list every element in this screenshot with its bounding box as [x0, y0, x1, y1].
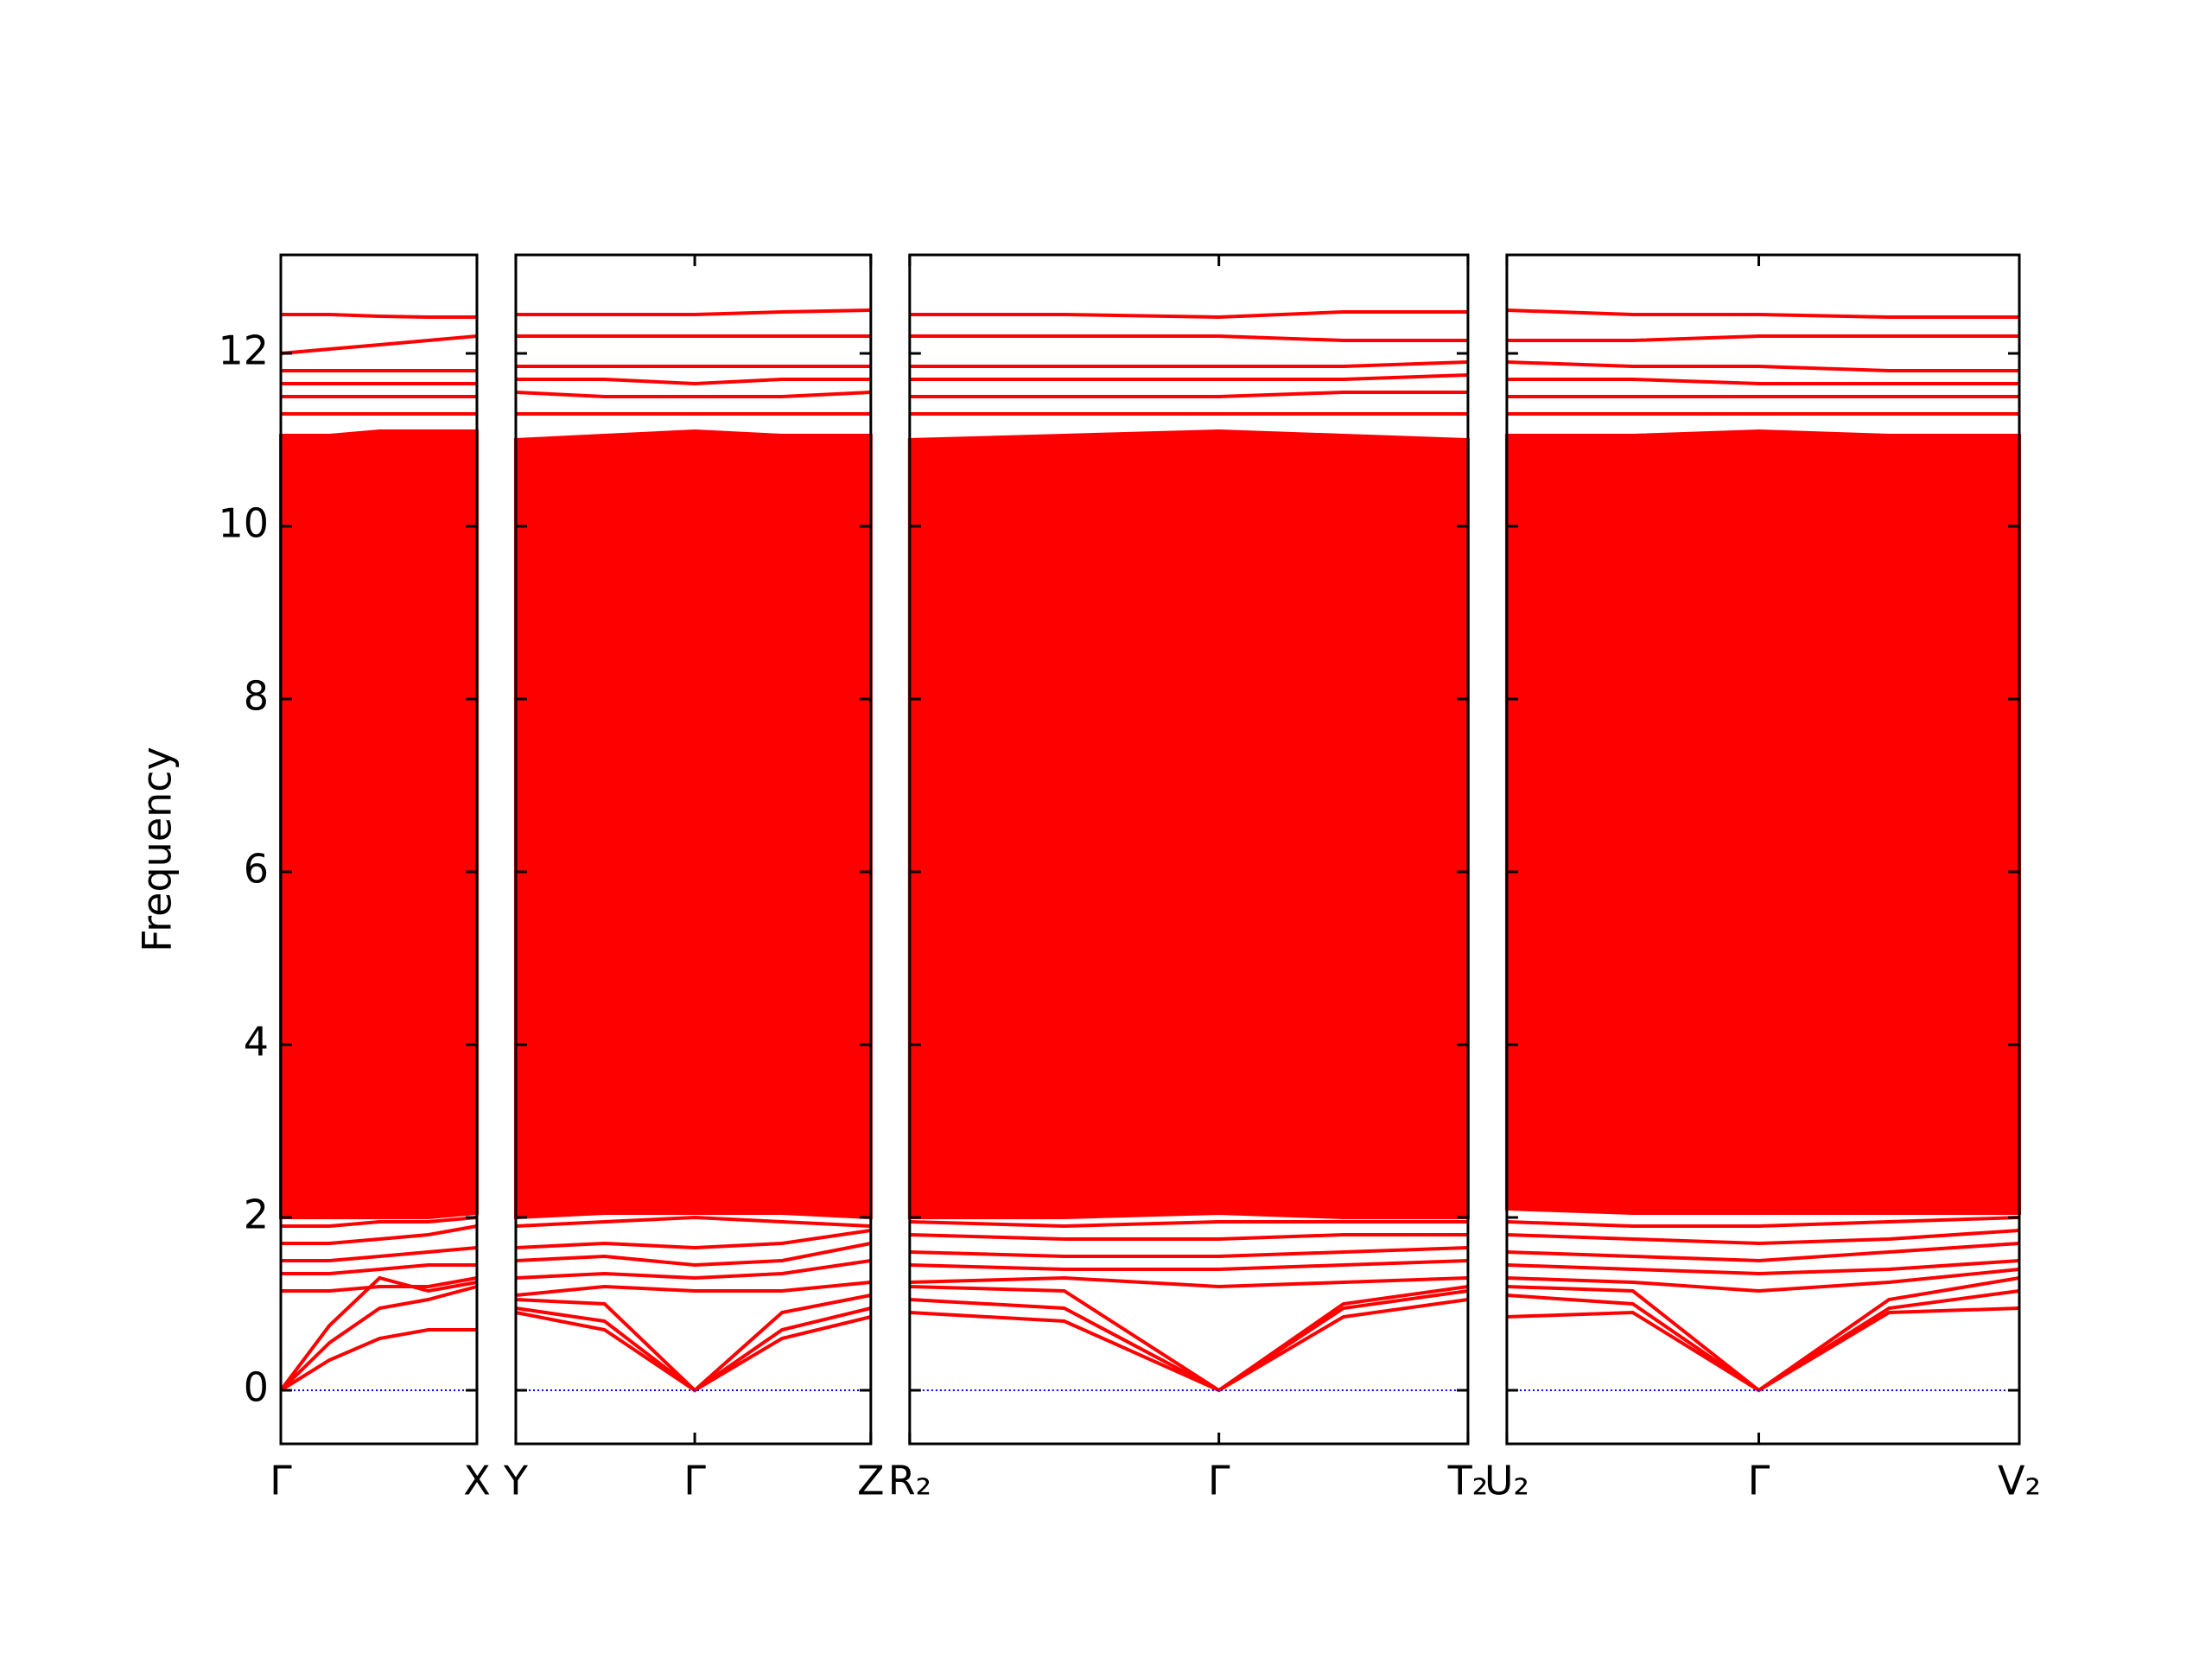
band-line	[281, 1276, 478, 1293]
band-line	[1506, 1259, 2020, 1276]
x-tick-label: T₂	[1447, 1458, 1489, 1504]
band-line	[279, 1285, 478, 1392]
x-tick-label: Y	[503, 1458, 529, 1504]
y-tick-label: 10	[218, 500, 269, 547]
band-line	[1506, 1216, 2020, 1228]
panel-frame	[279, 253, 479, 1446]
x-tick-label: Z	[857, 1458, 885, 1504]
band-line	[909, 1259, 1468, 1271]
band-line	[280, 334, 478, 355]
band-line	[909, 1220, 1468, 1229]
x-tick-label: Γ	[683, 1458, 706, 1504]
y-tick-label: 4	[244, 1019, 269, 1065]
band-line	[1506, 378, 2019, 385]
band-line	[1506, 1229, 2020, 1246]
panel-frame	[514, 253, 873, 1446]
band-line	[515, 378, 871, 386]
band-line	[1506, 1242, 2020, 1263]
band-line	[515, 1294, 872, 1393]
band-line	[515, 1215, 871, 1228]
band-line	[1506, 1276, 2020, 1393]
band-line	[281, 1216, 478, 1228]
band-line	[515, 1242, 872, 1268]
band-line	[909, 1289, 1469, 1393]
band-line	[909, 1233, 1468, 1241]
band-region	[1504, 429, 2021, 1215]
band-line	[909, 1285, 1469, 1393]
band-line	[515, 308, 871, 316]
panel-frame	[908, 253, 1470, 1446]
x-tick-label: R₂	[888, 1458, 931, 1504]
band-line	[909, 1246, 1468, 1258]
x-tick-label: Γ	[270, 1458, 292, 1504]
panel-frame	[1505, 253, 2021, 1446]
band-line	[281, 1246, 478, 1262]
band-line	[1506, 1289, 2020, 1393]
x-tick-label: Γ	[1208, 1458, 1230, 1504]
band-line	[281, 313, 477, 319]
band-line	[1506, 334, 2019, 342]
band-line	[909, 334, 1468, 342]
band-line	[281, 1263, 477, 1275]
band-line	[515, 1311, 872, 1393]
band-line	[1506, 1268, 2020, 1294]
band-line	[279, 1275, 478, 1392]
band-line	[281, 1224, 478, 1245]
band-line	[1506, 360, 2019, 372]
y-tick-label: 8	[244, 673, 269, 720]
band-line	[515, 1306, 872, 1393]
band-line	[1506, 308, 2019, 319]
band-line	[515, 1259, 872, 1281]
band-line	[909, 1275, 1468, 1289]
band-region	[513, 429, 873, 1220]
x-tick-label: Γ	[1748, 1458, 1770, 1504]
band-line	[909, 1298, 1469, 1393]
band-line	[515, 1281, 872, 1297]
x-tick-label: V₂	[1998, 1458, 2041, 1504]
band-region	[279, 429, 479, 1219]
y-tick-label: 0	[244, 1364, 269, 1411]
band-line	[1506, 1306, 2020, 1393]
band-line	[515, 1229, 872, 1250]
band-line	[909, 373, 1468, 381]
band-line	[909, 360, 1468, 368]
band-line	[909, 391, 1468, 398]
y-tick-label: 12	[218, 327, 269, 374]
band-region	[907, 429, 1470, 1219]
y-axis-label: Frequency	[134, 747, 181, 952]
band-line	[279, 1328, 477, 1392]
y-tick-label: 6	[244, 846, 269, 893]
band-line	[515, 391, 871, 398]
x-tick-label: X	[463, 1458, 491, 1504]
y-tick-label: 2	[244, 1192, 269, 1238]
x-tick-label: U₂	[1484, 1458, 1529, 1504]
band-line	[909, 310, 1468, 320]
